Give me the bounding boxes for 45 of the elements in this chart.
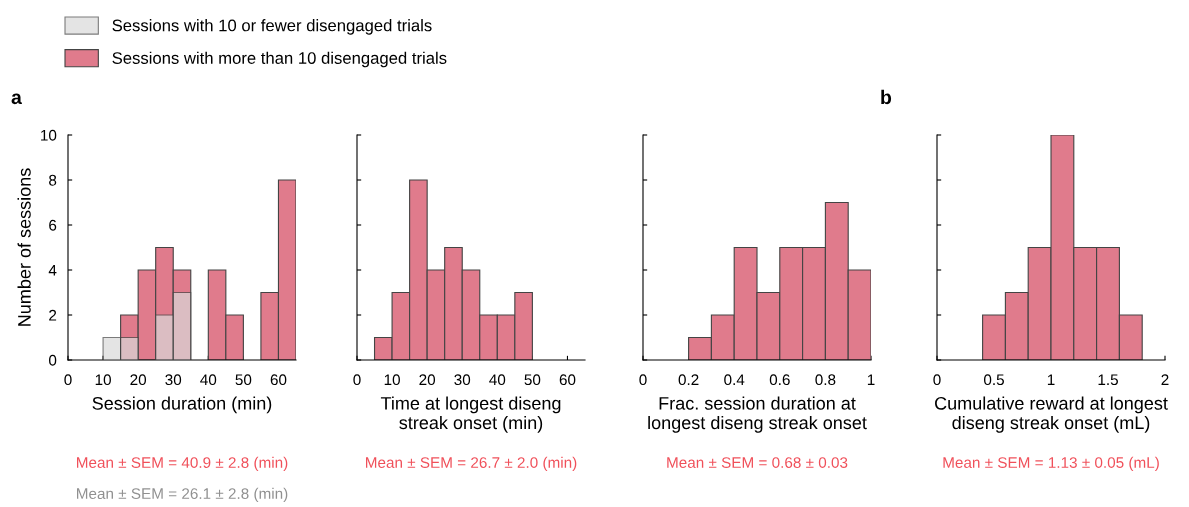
x-tick-label: 0 [933,374,941,386]
x-tick-label: 0.2 [678,374,699,386]
y-axis-title: Number of sessions [17,168,31,326]
text: Mean ± SEM = 26.1 ± 2.8 (min) [77,487,288,503]
x-axis-title: Frac. session duration at longest diseng streak onset [648,396,867,433]
x-tick-label: 20 [419,374,436,386]
legend-label: Sessions with more than 10 disengaged trials [112,51,447,68]
x-tick-label: 0 [639,374,647,386]
x-tick-label: 0 [64,374,72,386]
x-tick-label: 60 [270,374,287,386]
x-tick-label: 0.4 [724,374,745,386]
y-tick-label: 0 [48,354,57,366]
y-tick-label: 8 [49,174,57,186]
x-tick-label: 0.5 [983,374,1004,386]
chart-title: b [881,89,892,105]
x-tick-label: 1 [867,374,875,385]
x-tick-label: 0.8 [815,374,836,386]
x-tick-label: 0 [353,374,361,386]
x-tick-label: 40 [489,374,506,386]
x-tick-label: 30 [454,374,471,386]
x-tick-label: 20 [130,374,147,386]
x-tick-label: 10 [384,374,400,386]
x-axis-title: Cumulative reward at longest diseng streak onset (mL) [935,396,1168,433]
x-tick-label: 50 [235,374,252,386]
y-tick-label: 6 [49,219,57,231]
x-tick-label: 60 [559,374,576,386]
text: Mean ± SEM = 1.13 ± 0.05 (mL) [943,456,1159,471]
x-axis-title: Time at longest diseng streak onset (min) [380,396,561,433]
legend-label: Sessions with 10 or fewer disengaged trials [112,19,432,35]
text: Mean ± SEM = 26.7 ± 2.0 (min) [366,456,577,471]
x-tick-label: 1.5 [1098,374,1118,386]
text: Mean ± SEM = 0.68 ± 0.03 [667,457,848,468]
x-tick-label: 1 [1047,374,1055,385]
x-axis-title: Session duration (min) [92,396,272,414]
x-tick-label: 50 [524,374,541,386]
x-tick-label: 40 [200,374,217,386]
chart-title: a [11,93,22,105]
y-tick-label: 2 [49,309,57,321]
y-tick-label: 4 [48,265,57,276]
x-tick-label: 10 [95,374,111,386]
text: Mean ± SEM = 40.9 ± 2.8 (min) [77,456,288,471]
x-tick-label: 30 [165,374,182,386]
y-tick-label: 10 [41,129,57,141]
x-tick-label: 2 [1161,374,1169,385]
x-tick-label: 0.6 [769,374,790,386]
